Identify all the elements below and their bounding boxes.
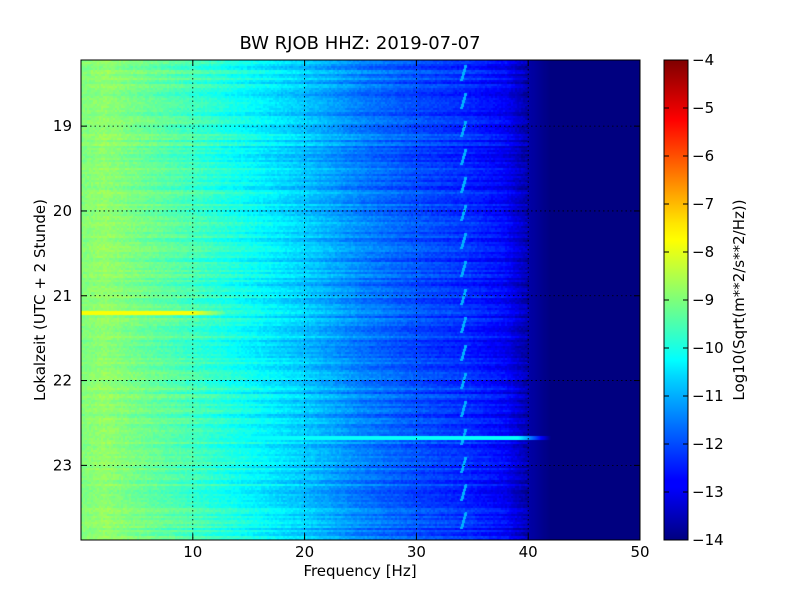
colorbar-tick-label: −11: [692, 387, 724, 405]
colorbar-tick-label: −7: [692, 195, 714, 213]
y-axis-label: Lokalzeit (UTC + 2 Stunde): [31, 199, 49, 401]
y-tick-label: 22: [53, 372, 72, 390]
colorbar-tick-label: −13: [692, 483, 724, 501]
x-tick-label: 40: [519, 543, 538, 561]
colorbar-tick-label: −6: [692, 147, 714, 165]
colorbar-label: Log10(Sqrt(m**2/s**2/Hz)): [730, 199, 748, 400]
colorbar-tick-label: −4: [692, 51, 714, 69]
x-axis-ticks: 10 20 30 40 50: [183, 60, 650, 561]
colorbar-tick-label: −5: [692, 99, 714, 117]
y-tick-label: 19: [53, 117, 72, 135]
x-tick-label: 10: [183, 543, 202, 561]
plot-frame: [80, 59, 641, 541]
colorbar-frame: [663, 59, 689, 541]
colorbar-ticks: −4 −5 −6 −7 −8 −9 −10 −11 −12 −13 −14: [664, 51, 724, 549]
y-tick-label: 21: [53, 287, 72, 305]
x-tick-label: 20: [295, 543, 314, 561]
x-tick-label: 50: [630, 543, 649, 561]
colorbar-tick-label: −8: [692, 243, 714, 261]
y-axis-ticks: 19 20 21 22 23: [53, 117, 640, 474]
grid-lines: [81, 60, 640, 540]
colorbar-tick-label: −14: [692, 531, 724, 549]
chart-title: BW RJOB HHZ: 2019-07-07: [239, 33, 480, 54]
colorbar-tick-label: −12: [692, 435, 724, 453]
colorbar-tick-label: −9: [692, 291, 714, 309]
spectrogram-image: [81, 60, 640, 540]
y-tick-label: 23: [53, 456, 72, 474]
x-tick-label: 30: [407, 543, 426, 561]
colorbar: −4 −5 −6 −7 −8 −9 −10 −11 −12 −13 −14 Log10(Sqrt(m…: [663, 51, 748, 549]
plot-area: 10 20 30 40 50 19 20 21 22 23: [53, 59, 650, 561]
colorbar-tick-label: −10: [692, 339, 724, 357]
x-axis-label: Frequency [Hz]: [303, 562, 416, 580]
y-tick-label: 20: [53, 202, 72, 220]
